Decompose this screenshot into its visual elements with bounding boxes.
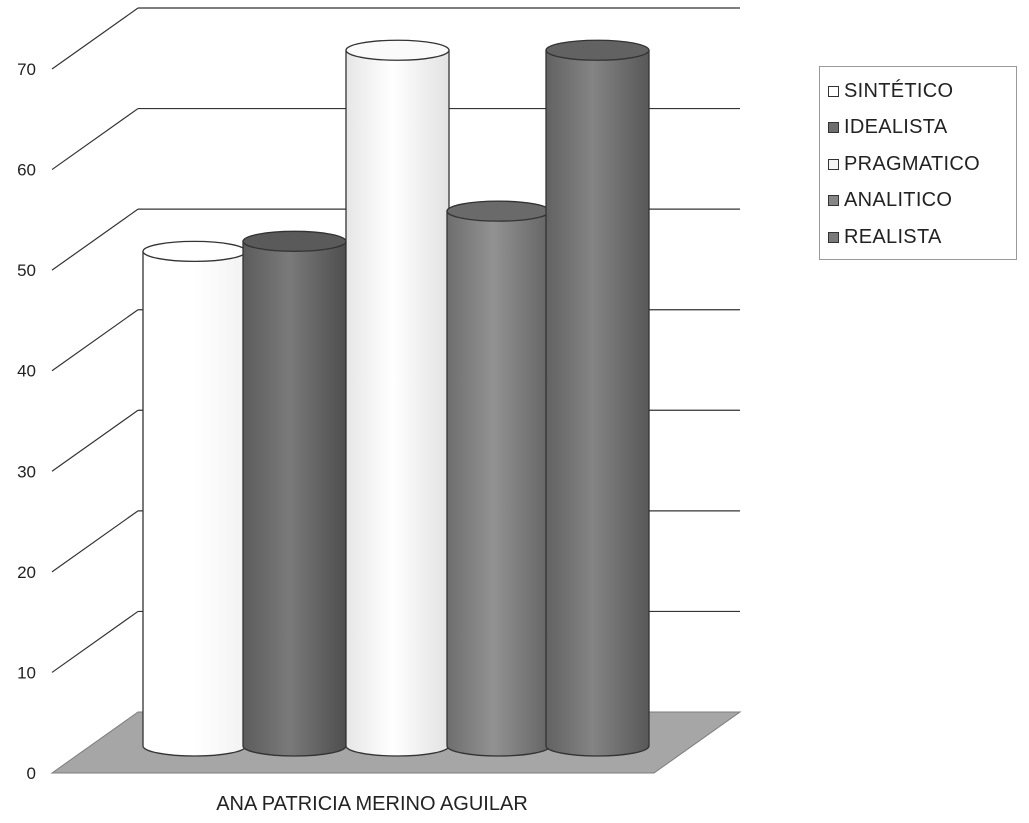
- side-gridline: [51, 108, 139, 171]
- bar-top: [242, 230, 347, 252]
- side-gridline: [51, 409, 139, 472]
- legend-swatch-sintetico: [828, 85, 839, 97]
- legend-swatch-pragmatico: [828, 158, 839, 170]
- bar-body: [142, 250, 247, 757]
- bar-idealista: [242, 230, 347, 757]
- legend-label-realista: REALISTA: [844, 225, 942, 248]
- legend-label-sintetico: SINTÉTICO: [844, 79, 954, 102]
- legend-item-analitico: ANALITICO: [828, 183, 1016, 220]
- bar-body: [545, 49, 650, 757]
- legend-item-idealista: IDEALISTA: [828, 110, 1016, 147]
- y-tick-label: 60: [17, 161, 36, 180]
- bar-sintético: [142, 240, 247, 757]
- y-tick-label: 40: [17, 362, 36, 381]
- side-gridline: [51, 610, 139, 673]
- side-gridline: [51, 510, 139, 573]
- bar-top: [345, 39, 450, 61]
- bar-body: [446, 210, 551, 757]
- legend-label-idealista: IDEALISTA: [844, 116, 948, 139]
- side-gridline: [51, 309, 139, 372]
- side-gridline: [51, 208, 139, 271]
- bar-pragmatico: [345, 39, 450, 757]
- side-gridline: [51, 7, 139, 70]
- bar-top: [545, 39, 650, 61]
- bar-analitico: [446, 200, 551, 757]
- y-tick-label: 30: [17, 462, 36, 481]
- bar-body: [242, 240, 347, 757]
- bar-body: [345, 49, 450, 757]
- legend-item-sintetico: SINTÉTICO: [828, 73, 1016, 110]
- y-tick-label: 50: [17, 261, 36, 280]
- y-tick-label: 0: [27, 764, 36, 783]
- legend-label-analitico: ANALITICO: [844, 189, 953, 212]
- legend-swatch-idealista: [828, 122, 839, 134]
- legend-label-pragmatico: PRAGMATICO: [844, 152, 980, 175]
- legend-item-pragmatico: PRAGMATICO: [828, 146, 1016, 183]
- bar-top: [142, 240, 247, 263]
- y-tick-label: 20: [17, 563, 36, 582]
- legend-swatch-analitico: [828, 195, 839, 207]
- y-tick-label: 10: [17, 663, 36, 682]
- legend-item-realista: REALISTA: [828, 219, 1016, 256]
- legend-swatch-realista: [828, 231, 839, 243]
- bar-realista: [545, 39, 650, 757]
- chart-bars: [142, 39, 650, 757]
- y-tick-label: 70: [17, 60, 36, 79]
- y-axis-ticks: 0 10 20 30 40 50 60 70: [17, 60, 36, 783]
- chart-legend: SINTÉTICO IDEALISTA PRAGMATICO ANALITICO…: [819, 66, 1017, 260]
- x-category-label: ANA PATRICIA MERINO AGUILAR: [216, 793, 528, 815]
- bar-top: [446, 200, 551, 222]
